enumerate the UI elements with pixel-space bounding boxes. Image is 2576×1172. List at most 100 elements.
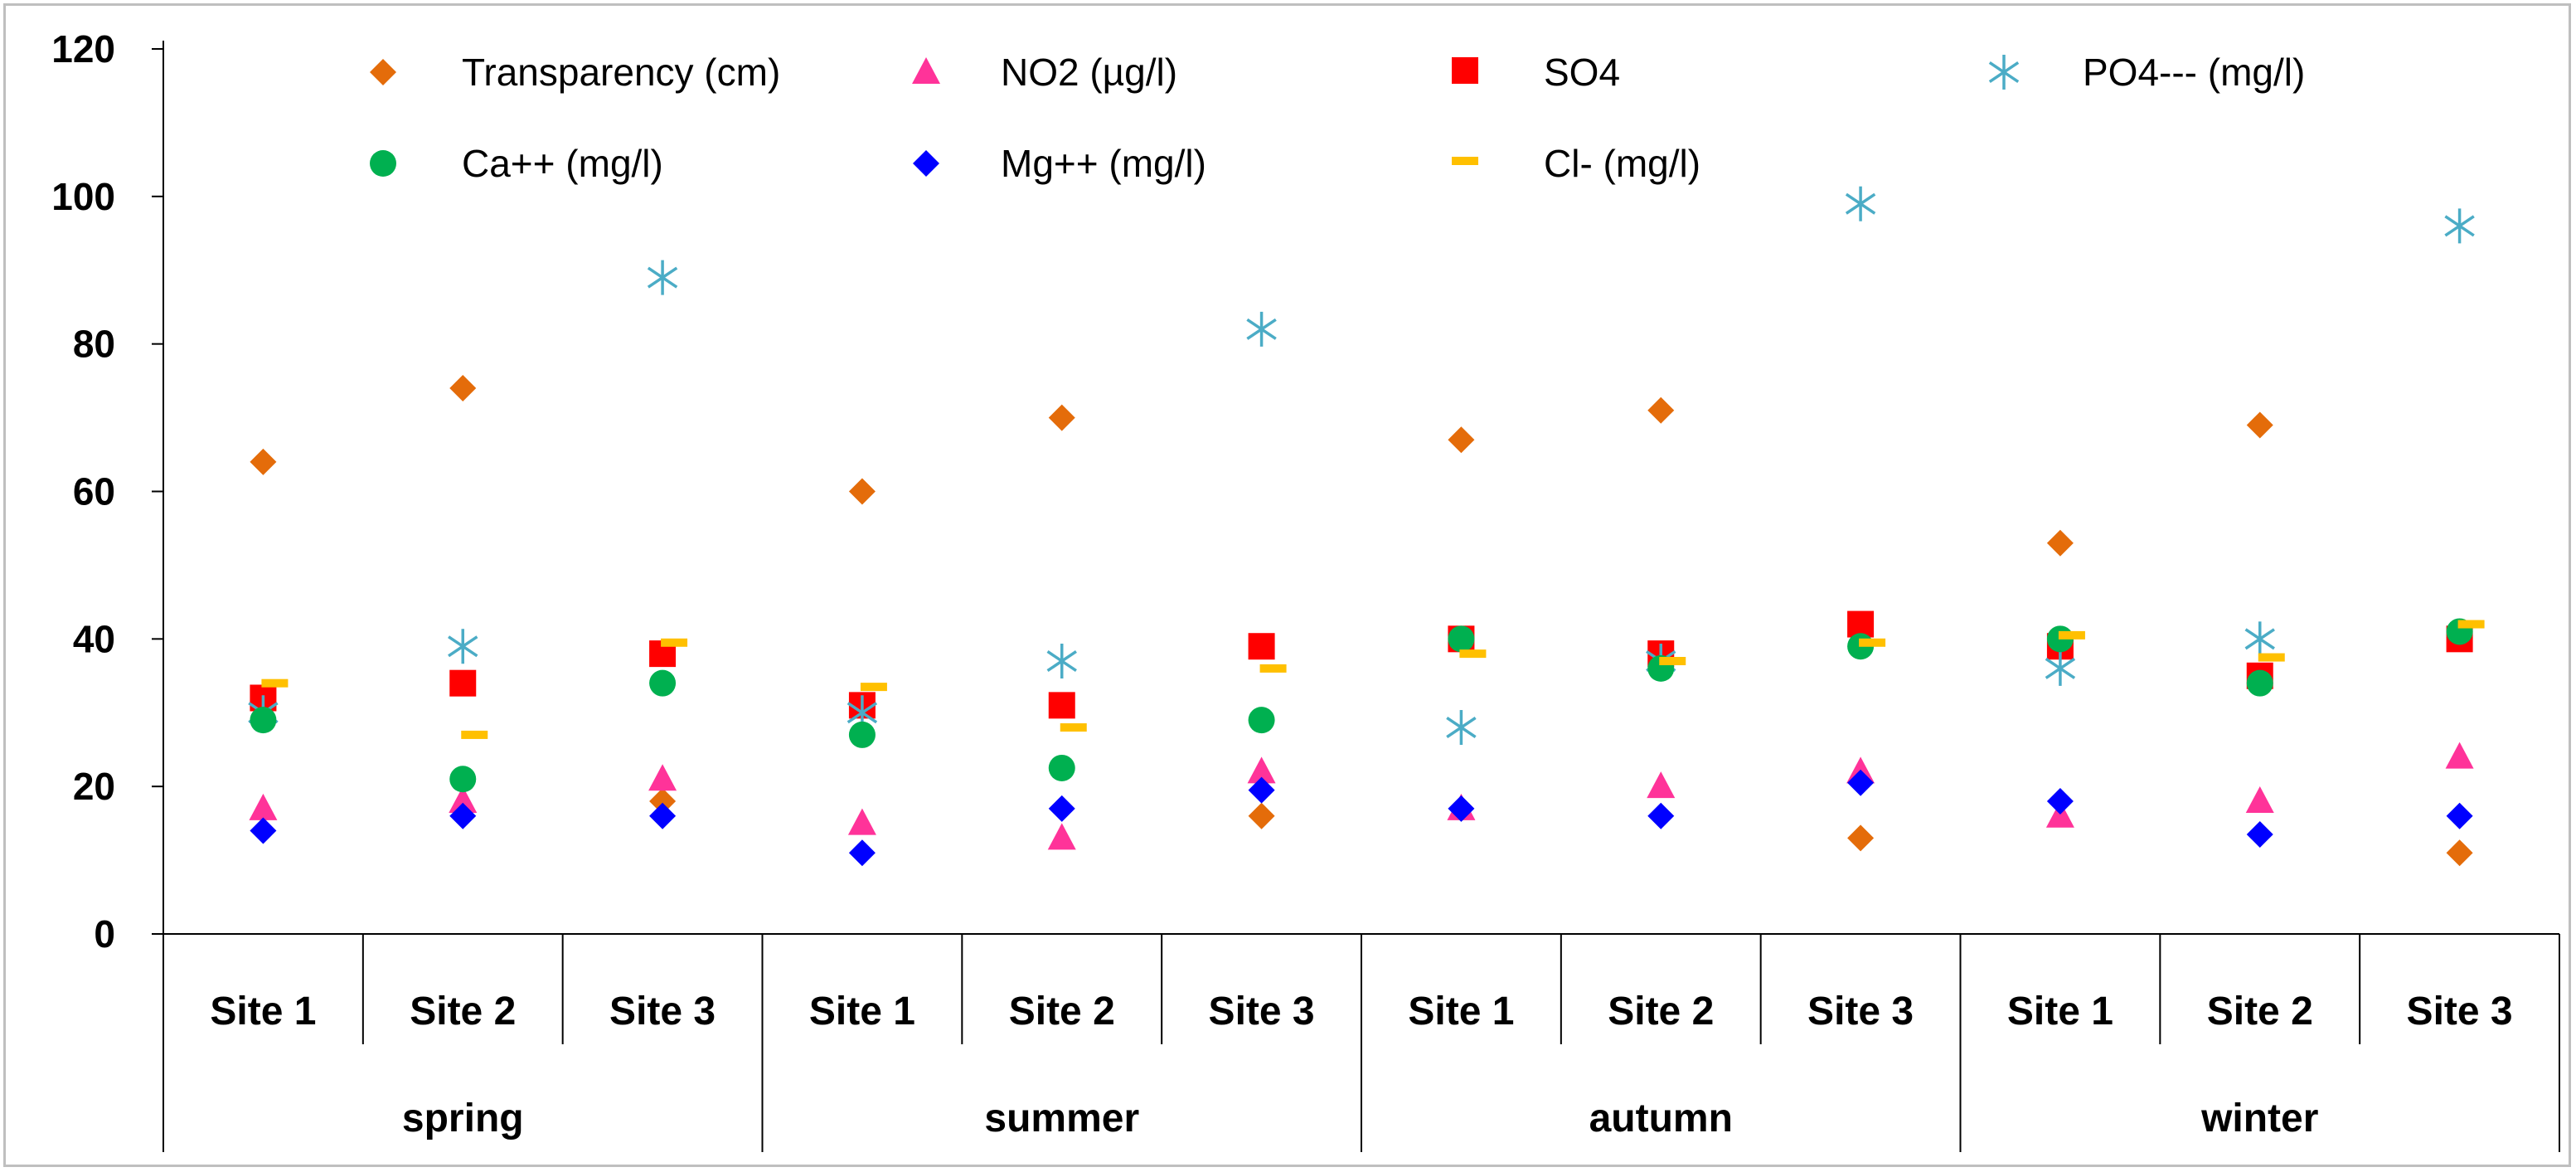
data-point <box>449 802 477 829</box>
group-label: autumn <box>1589 1097 1733 1140</box>
data-point <box>848 839 876 867</box>
category-label: Site 3 <box>1807 990 1914 1033</box>
data-point <box>1859 638 1886 647</box>
data-point <box>2258 653 2285 662</box>
data-point <box>449 375 477 402</box>
category-label: Site 2 <box>1009 990 1115 1033</box>
data-point <box>1248 802 1275 829</box>
data-point <box>648 764 677 791</box>
legend-marker <box>370 59 396 85</box>
data-point <box>860 683 887 692</box>
category-label: Site 1 <box>210 990 316 1033</box>
data-point <box>2457 620 2485 629</box>
data-point <box>1448 625 1475 653</box>
data-point <box>2246 669 2273 697</box>
data-point <box>1048 754 1075 781</box>
data-point <box>1060 723 1087 732</box>
data-point <box>2446 839 2473 867</box>
legend-item: Transparency (cm) <box>370 51 780 94</box>
data-point <box>250 707 277 734</box>
data-point <box>1446 710 1477 746</box>
data-point <box>448 629 478 664</box>
data-point <box>848 721 876 748</box>
data-point <box>1647 396 1675 424</box>
data-point <box>2446 802 2473 829</box>
y-tick-label: 120 <box>51 27 115 71</box>
data-point <box>2045 650 2076 686</box>
data-point <box>1259 664 1287 673</box>
legend-item: PO4--- (mg/l) <box>1988 51 2305 94</box>
legend-marker <box>913 150 939 177</box>
y-tick-label: 40 <box>73 617 115 660</box>
legend-item: Ca++ (mg/l) <box>370 142 663 185</box>
data-point <box>2445 742 2474 769</box>
series-3 <box>248 186 2475 746</box>
data-point <box>1845 186 1876 221</box>
data-point <box>2444 208 2475 244</box>
category-label: Site 3 <box>609 990 716 1033</box>
legend-item: Mg++ (mg/l) <box>913 142 1206 185</box>
group-label: summer <box>984 1097 1139 1140</box>
legend-item: Cl- (mg/l) <box>1452 142 1700 185</box>
data-point <box>1847 610 1875 638</box>
legend: Transparency (cm) NO2 (µg/l) SO4 PO4--- (mg… <box>370 51 2305 185</box>
series-1 <box>249 742 2474 850</box>
data-point <box>261 678 289 688</box>
category-label: Site 1 <box>1408 990 1514 1033</box>
series-2 <box>250 610 2473 719</box>
data-point <box>449 785 478 813</box>
legend-item: NO2 (µg/l) <box>912 51 1177 94</box>
data-point <box>1647 771 1676 799</box>
data-point <box>250 448 277 475</box>
series-4 <box>250 618 2473 793</box>
data-point <box>449 766 477 793</box>
data-point <box>2046 529 2074 557</box>
data-point <box>250 817 277 844</box>
legend-item: SO4 <box>1452 51 1620 94</box>
scatter-chart: 0 20 40 60 80 100 120 spring summer autumn winter S… <box>51 27 2560 1152</box>
data-point <box>649 787 677 815</box>
data-point <box>2058 630 2085 639</box>
data-point <box>1246 311 1277 347</box>
legend-label: NO2 (µg/l) <box>1001 51 1177 94</box>
data-point <box>449 669 477 697</box>
data-point <box>847 808 876 835</box>
legend-label: Ca++ (mg/l) <box>462 142 663 185</box>
y-tick-label: 0 <box>94 912 115 956</box>
data-point <box>848 478 876 505</box>
legend-label: PO4--- (mg/l) <box>2083 51 2305 94</box>
y-tick-label: 20 <box>73 765 115 808</box>
legend-label: Cl- (mg/l) <box>1544 142 1700 185</box>
data-point <box>647 260 678 295</box>
group-label: winter <box>2200 1097 2318 1140</box>
data-points <box>248 186 2485 867</box>
data-point <box>661 638 688 647</box>
data-point <box>2246 411 2273 439</box>
data-point <box>1046 644 1077 679</box>
data-point <box>1048 404 1075 431</box>
data-point <box>1247 756 1276 784</box>
data-point <box>1048 692 1075 719</box>
data-point <box>1248 707 1275 734</box>
data-point <box>1847 769 1875 796</box>
legend-label: SO4 <box>1544 51 1620 94</box>
series-5 <box>250 769 2473 867</box>
category-label: Site 2 <box>410 990 516 1033</box>
data-point <box>1048 795 1075 822</box>
data-point <box>461 730 488 739</box>
legend-marker <box>912 57 940 84</box>
category-label: Site 1 <box>809 990 915 1033</box>
group-label: spring <box>402 1097 524 1140</box>
data-point <box>1459 649 1487 659</box>
data-point <box>1248 633 1275 660</box>
chart-frame: 0 20 40 60 80 100 120 spring summer autumn winter S… <box>3 3 2571 1167</box>
legend-label: Mg++ (mg/l) <box>1001 142 1206 185</box>
y-tick-label: 60 <box>73 470 115 513</box>
category-label: Site 2 <box>1608 990 1714 1033</box>
series-6 <box>261 620 2485 739</box>
data-point <box>1659 657 1686 666</box>
legend-marker <box>1452 57 1478 84</box>
data-point <box>649 802 677 829</box>
series-0 <box>250 375 2473 867</box>
axes: 0 20 40 60 80 100 120 spring summer autumn winter S… <box>51 27 2560 1152</box>
